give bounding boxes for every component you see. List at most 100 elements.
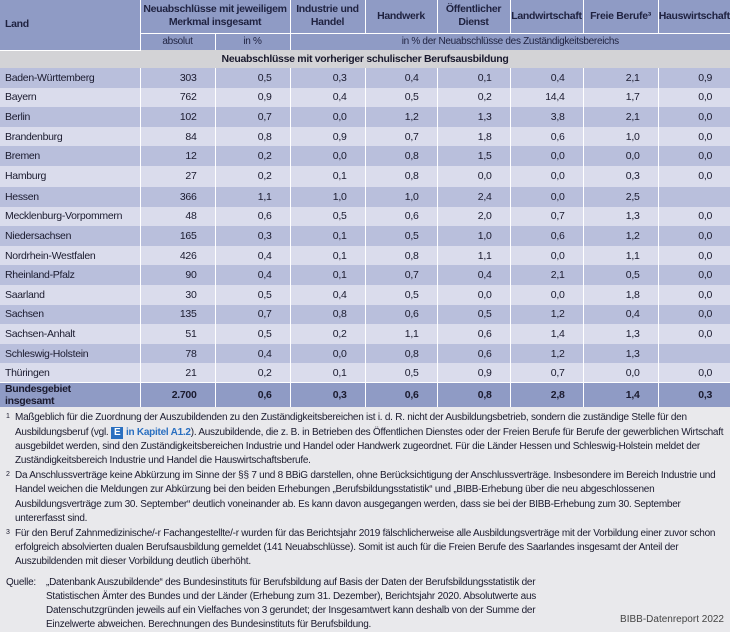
cell-value: 0,2 xyxy=(437,88,510,108)
cell-value: 0,1 xyxy=(290,246,365,266)
cell-value: 0,1 xyxy=(437,68,510,88)
cell-value: 0,7 xyxy=(365,127,437,147)
cell-value: 1,5 xyxy=(437,146,510,166)
cell-value: 0,5 xyxy=(215,285,290,305)
cell-value: 0,4 xyxy=(365,68,437,88)
cell-land: Thüringen xyxy=(0,363,140,383)
header-freie-berufe: Freie Berufe³ xyxy=(583,0,658,33)
cell-value xyxy=(658,344,730,364)
cell-value: 30 xyxy=(140,285,215,305)
footnote-mark: 2 xyxy=(6,469,15,526)
cell-value: 2,5 xyxy=(583,187,658,207)
header-land: Land xyxy=(0,0,140,50)
cell-value: 0,9 xyxy=(215,88,290,108)
cell-value: 0,5 xyxy=(437,305,510,325)
cell-value: 1,0 xyxy=(583,127,658,147)
cell-value: 14,4 xyxy=(510,88,583,108)
header-landwirtschaft: Landwirtschaft xyxy=(510,0,583,33)
cell-value: 0,1 xyxy=(290,226,365,246)
cell-value: 1,2 xyxy=(365,107,437,127)
footnote-mark: 1 xyxy=(6,411,15,468)
footnote-mark: 3 xyxy=(6,527,15,570)
credit: BIBB-Datenreport 2022 xyxy=(620,614,724,625)
cell-value: 0,0 xyxy=(437,166,510,187)
cell-value: 0,0 xyxy=(510,285,583,305)
cell-value: 165 xyxy=(140,226,215,246)
cell-value: 0,4 xyxy=(583,305,658,325)
cell-value: 366 xyxy=(140,187,215,207)
cell-value: 1,0 xyxy=(365,187,437,207)
cell-value: 0,4 xyxy=(290,88,365,108)
header-hauswirtschaft: Hauswirtschaft xyxy=(658,0,730,33)
footnote-text: Da Anschlussverträge keine Abkürzung im … xyxy=(15,469,724,526)
chapter-link[interactable]: in Kapitel A1.2 xyxy=(126,427,191,438)
cell-value: 0,0 xyxy=(290,344,365,364)
cell-value: 0,8 xyxy=(365,246,437,266)
cell-value: 2,1 xyxy=(510,265,583,285)
cell-value: 0,8 xyxy=(437,383,510,408)
cell-value: 0,1 xyxy=(290,363,365,383)
cell-value: 1,3 xyxy=(437,107,510,127)
header-industrie-handel: Industrie und Handel xyxy=(290,0,365,33)
footnotes: 1 Maßgeblich für die Zuordnung der Auszu… xyxy=(0,407,730,632)
cell-value: 0,0 xyxy=(658,127,730,147)
cell-value: 0,6 xyxy=(215,383,290,408)
cell-value: 0,3 xyxy=(658,383,730,408)
cell-value: 0,0 xyxy=(658,226,730,246)
cell-value: 0,1 xyxy=(290,265,365,285)
cell-value: 0,9 xyxy=(437,363,510,383)
cell-value: 0,2 xyxy=(215,363,290,383)
cell-land: Rheinland-Pfalz xyxy=(0,265,140,285)
cell-value: 0,2 xyxy=(215,146,290,166)
cell-land: Schleswig-Holstein xyxy=(0,344,140,364)
cell-value: 1,3 xyxy=(583,207,658,227)
cell-land: Niedersachsen xyxy=(0,226,140,246)
cell-value: 102 xyxy=(140,107,215,127)
cell-value: 1,8 xyxy=(583,285,658,305)
cell-value: 1,8 xyxy=(437,127,510,147)
cell-land: Hessen xyxy=(0,187,140,207)
cell-land: Bundesgebiet insgesamt xyxy=(0,383,140,408)
header-oeffentlicher-dienst: Öffentlicher Dienst xyxy=(437,0,510,33)
cell-value: 0,1 xyxy=(290,166,365,187)
cell-value: 78 xyxy=(140,344,215,364)
subheader-absolut: absolut xyxy=(140,33,215,50)
footnote-1: 1 Maßgeblich für die Zuordnung der Auszu… xyxy=(6,411,724,468)
cell-value: 1,1 xyxy=(215,187,290,207)
cell-value: 0,0 xyxy=(658,305,730,325)
subheader-in-pct: in % xyxy=(215,33,290,50)
cell-value: 0,9 xyxy=(658,68,730,88)
cell-value: 2,1 xyxy=(583,68,658,88)
cell-value: 0,5 xyxy=(215,68,290,88)
cell-value: 0,3 xyxy=(290,383,365,408)
header-neuabschluesse: Neuabschlüsse mit jeweiligem Merkmal ins… xyxy=(140,0,290,33)
cell-value: 0,6 xyxy=(365,305,437,325)
cell-value: 3,8 xyxy=(510,107,583,127)
cell-value: 0,8 xyxy=(365,166,437,187)
cell-value: 21 xyxy=(140,363,215,383)
cell-value: 0,5 xyxy=(215,324,290,344)
cell-value: 0,4 xyxy=(215,265,290,285)
cell-land: Sachsen xyxy=(0,305,140,325)
cell-value: 84 xyxy=(140,127,215,147)
cell-land: Bayern xyxy=(0,88,140,108)
cell-value: 0,0 xyxy=(510,187,583,207)
cell-value: 0,7 xyxy=(215,305,290,325)
cell-value: 0,0 xyxy=(290,107,365,127)
cell-land: Berlin xyxy=(0,107,140,127)
cell-value: 0,6 xyxy=(215,207,290,227)
explanation-e-icon[interactable]: E xyxy=(111,427,123,439)
cell-value: 0,6 xyxy=(510,226,583,246)
source-text: „Datenbank Auszubildende“ des Bundesinst… xyxy=(46,576,566,632)
